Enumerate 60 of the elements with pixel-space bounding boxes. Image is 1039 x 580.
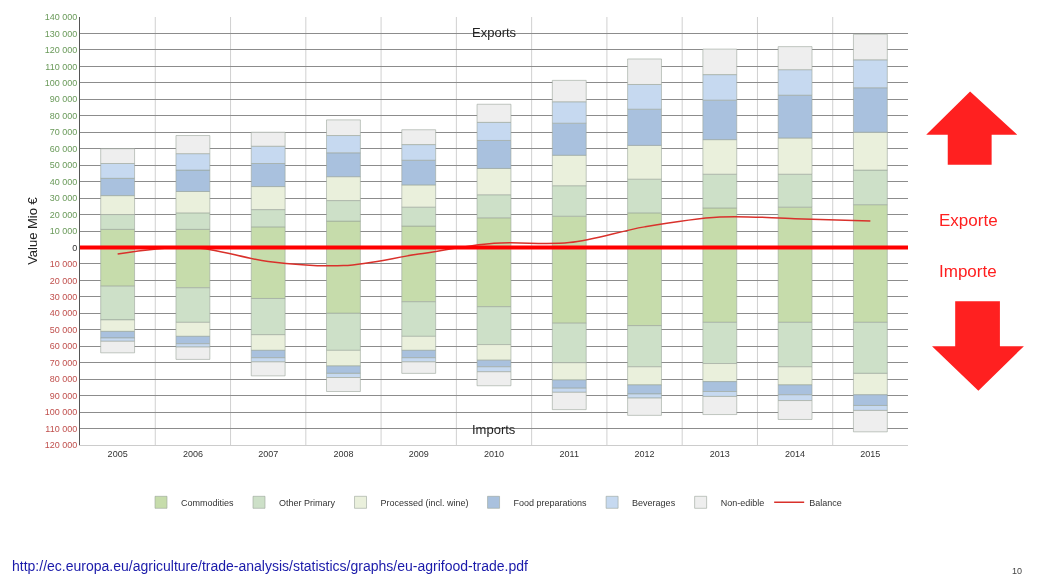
y-tick-label: 110 000 xyxy=(45,61,78,72)
y-tick-label: 60 000 xyxy=(49,341,78,352)
bar xyxy=(175,346,211,360)
y-axis-title: Value Mio € xyxy=(24,196,40,265)
x-tick-label: 2010 xyxy=(483,448,505,459)
x-tick-label: 2006 xyxy=(182,448,203,459)
y-tick-label: 30 000 xyxy=(49,193,78,204)
text: Exporte xyxy=(939,211,998,230)
x-tick-label: 2011 xyxy=(559,448,579,459)
line-series xyxy=(116,215,872,267)
x-tick-label: 2009 xyxy=(408,448,429,459)
x-tick-label: 2007 xyxy=(258,448,279,459)
y-tick-label: 50 000 xyxy=(49,324,78,335)
legend-label: Balance xyxy=(809,497,842,508)
x-tick-label: 2005 xyxy=(107,448,128,459)
x-tick-label: 2015 xyxy=(860,448,881,459)
y-tick-label: 100 000 xyxy=(44,407,78,418)
y-tick-label: 80 000 xyxy=(49,374,78,385)
legend-label: Beverages xyxy=(632,497,676,508)
y-tick-label: 100 000 xyxy=(44,78,78,88)
y-tick-label: 0 xyxy=(72,242,78,253)
legend-label: Non-edible xyxy=(720,497,765,508)
y-tick-label: 40 000 xyxy=(49,308,78,319)
y-tick-label: 70 000 xyxy=(49,357,78,368)
x-tick-label: 2014 xyxy=(785,448,806,459)
bar xyxy=(100,340,135,354)
y-tick-label: 10 000 xyxy=(49,226,78,237)
y-tick-label: 90 000 xyxy=(49,94,78,105)
y-tick-label: 50 000 xyxy=(49,160,78,171)
bar xyxy=(627,397,662,416)
y-tick-label: 130 000 xyxy=(44,28,78,39)
legend-label: Processed (incl. wine) xyxy=(380,497,469,508)
y-tick-label: 70 000 xyxy=(49,127,78,138)
bar xyxy=(326,377,361,392)
y-tick-label: 20 000 xyxy=(49,209,78,220)
y-tick-label: 120 000 xyxy=(44,440,78,451)
y-tick-label: 60 000 xyxy=(49,143,78,154)
y-tick-label: 140 000 xyxy=(44,12,78,23)
x-tick-label: 2013 xyxy=(709,448,730,459)
y-tick-label: 40 000 xyxy=(49,176,78,187)
legend-label: Other Primary xyxy=(279,497,336,508)
y-tick-label: 120 000 xyxy=(44,45,78,56)
bar xyxy=(401,361,436,374)
text: 10 xyxy=(1012,566,1023,576)
y-tick-label: 80 000 xyxy=(49,110,78,121)
y-tick-label: 110 000 xyxy=(45,423,78,434)
text: http://ec.europa.eu/agriculture/trade-analysis/statistics/graphs/eu-agrifood-trade.pdf xyxy=(12,558,529,574)
text: Importe xyxy=(939,262,997,281)
annotation: Imports xyxy=(472,422,516,437)
x-tick-label: 2012 xyxy=(634,448,655,459)
y-tick-label: 90 000 xyxy=(49,390,78,401)
y-tick-label: 10 000 xyxy=(49,259,78,270)
bar xyxy=(250,361,286,377)
bar xyxy=(552,392,587,410)
y-tick-label: 20 000 xyxy=(49,275,78,286)
legend-label: Food preparations xyxy=(513,497,588,508)
x-tick-label: 2008 xyxy=(333,448,354,459)
legend-label: Commodities xyxy=(181,497,235,508)
annotation: Exports xyxy=(472,25,517,40)
y-tick-label: 30 000 xyxy=(49,292,78,302)
